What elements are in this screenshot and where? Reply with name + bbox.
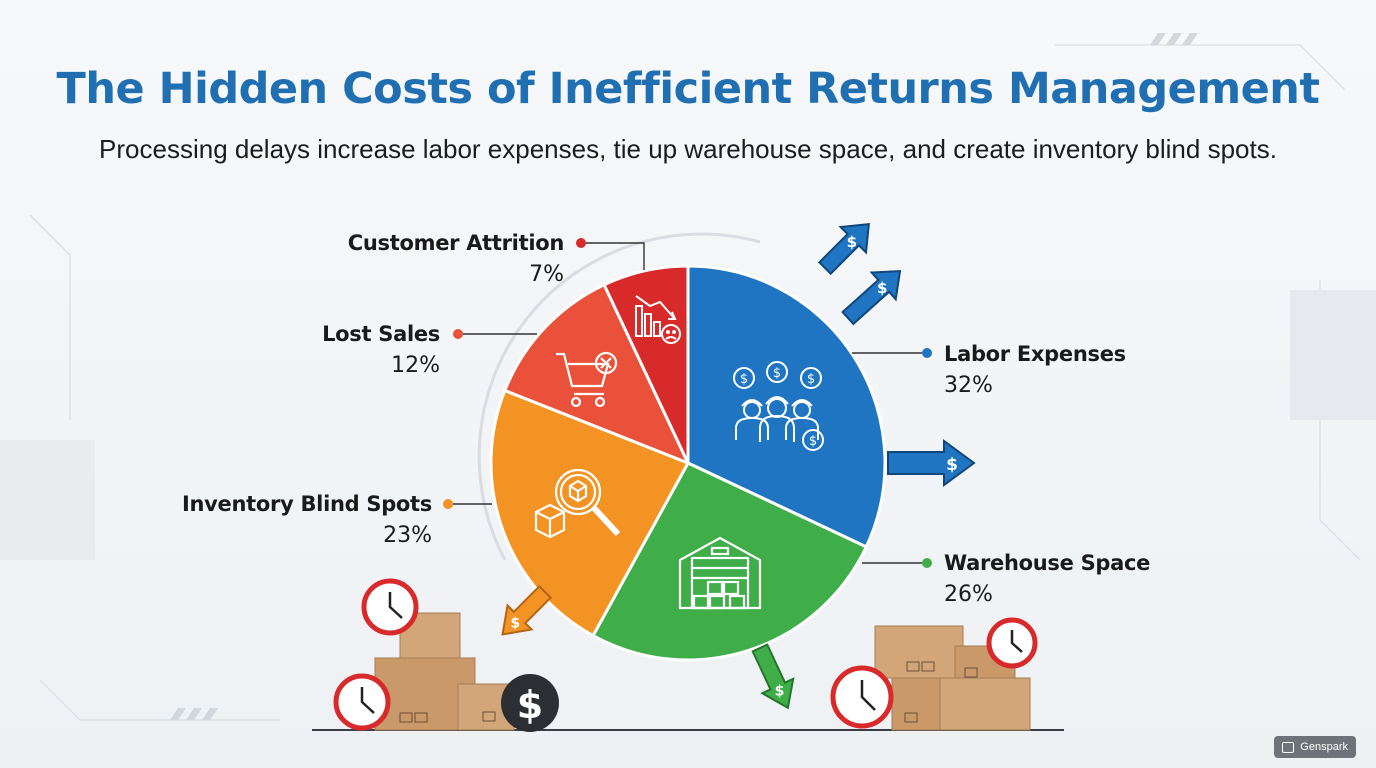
clock-icon-left-top xyxy=(361,578,419,636)
clock-icon-right-bottom xyxy=(830,665,894,729)
connector-customer-attrition xyxy=(586,242,645,270)
label-customer-attrition-name: Customer Attrition xyxy=(347,231,565,255)
page-title: The Hidden Costs of Inefficient Returns … xyxy=(56,64,1320,114)
label-warehouse-space-name: Warehouse Space xyxy=(944,551,1151,575)
blue-arrow-2: $ xyxy=(841,270,902,326)
box-stack-left xyxy=(374,612,515,731)
warehouse-icon xyxy=(678,536,762,610)
label-customer-attrition-value: 7% xyxy=(529,262,564,287)
label-lost-sales-name: Lost Sales xyxy=(322,322,440,346)
svg-text:$: $ xyxy=(946,455,958,475)
label-inventory-blind-spots-value: 23% xyxy=(383,523,432,548)
dollar-coin-icon: $ xyxy=(501,674,559,732)
box-stack-right xyxy=(874,625,1031,731)
declining-chart-sad-icon xyxy=(635,295,681,344)
background-decoration xyxy=(0,33,1376,721)
watermark-text: Genspark xyxy=(1300,741,1348,753)
label-labor-expenses-value: 32% xyxy=(944,373,993,398)
blue-arrow-1: $ xyxy=(817,223,870,276)
label-connectors xyxy=(443,238,932,568)
dot-warehouse xyxy=(922,558,932,568)
pie-slice-lost-sales xyxy=(502,282,691,466)
svg-text:$: $ xyxy=(809,434,817,449)
dot-lost-sales xyxy=(453,329,463,339)
label-lost-sales-value: 12% xyxy=(391,353,440,378)
dot-labor xyxy=(922,348,932,358)
svg-text:$: $ xyxy=(517,683,543,727)
green-arrow: $ xyxy=(751,643,795,710)
genspark-watermark: Genspark xyxy=(1274,736,1356,758)
blue-arrow-3: $ xyxy=(887,439,976,487)
dot-customer-attrition xyxy=(576,238,586,248)
magnifier-box-icon xyxy=(534,468,621,539)
clock-icon-right-top xyxy=(986,617,1038,669)
pie-slice-customer-attrition xyxy=(602,264,690,464)
clock-icon-left-bottom xyxy=(333,673,391,731)
svg-text:$: $ xyxy=(740,372,748,387)
label-inventory-blind-spots-name: Inventory Blind Spots xyxy=(182,492,432,516)
label-labor-expenses-name: Labor Expenses xyxy=(944,342,1126,366)
label-warehouse-space-value: 26% xyxy=(944,582,993,607)
orange-arrow: $ xyxy=(501,584,553,636)
svg-text:$: $ xyxy=(877,279,887,297)
pie-slice-inventory-blind-spots xyxy=(489,388,691,638)
svg-text:$: $ xyxy=(775,684,785,700)
pie-outer-ring xyxy=(477,232,761,561)
svg-text:$: $ xyxy=(510,616,520,632)
cart-cancel-icon xyxy=(556,351,618,408)
labor-workers-dollar-icon: $ $ $ $ xyxy=(733,361,824,451)
svg-text:$: $ xyxy=(807,372,815,387)
page-subtitle: Processing delays increase labor expense… xyxy=(99,134,1277,164)
genspark-logo-icon xyxy=(1282,741,1295,753)
dot-inventory xyxy=(443,499,453,509)
svg-text:$: $ xyxy=(773,366,781,381)
svg-text:$: $ xyxy=(847,233,857,251)
